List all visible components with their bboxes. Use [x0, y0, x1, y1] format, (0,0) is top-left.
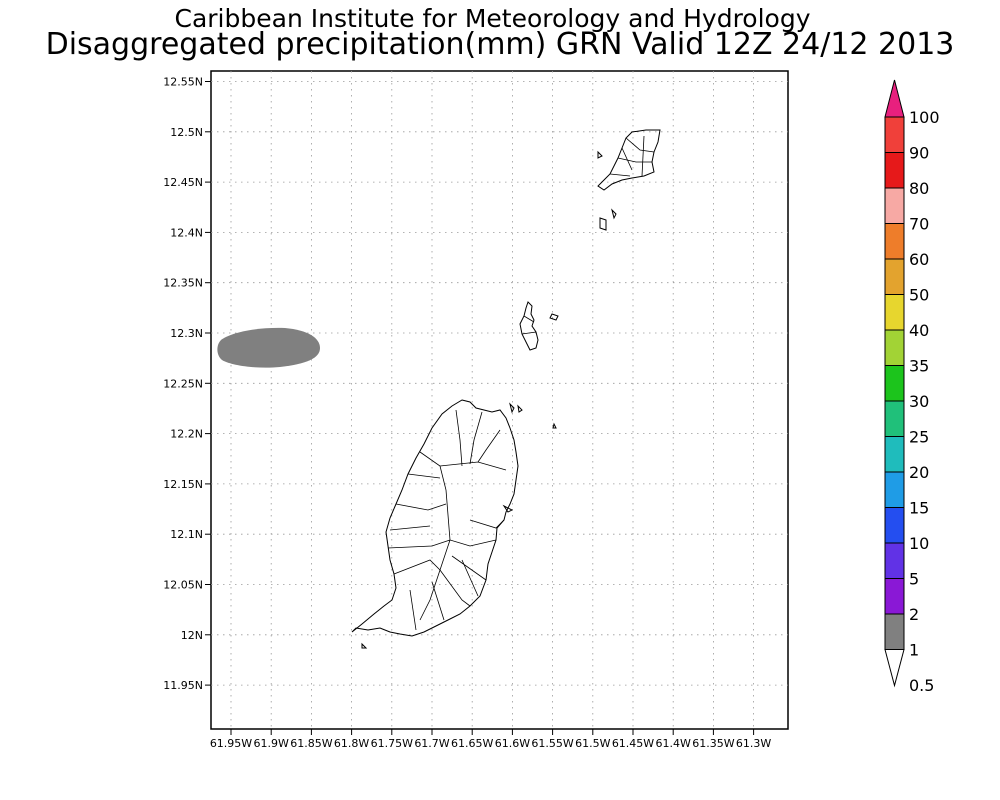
carriacou-island [519, 301, 559, 351]
colorbar-swatch [884, 613, 905, 650]
colorbar-swatch [884, 329, 905, 366]
colorbar-bottom-arrow [884, 649, 905, 688]
lat-tick-label: 12.45N [163, 176, 203, 189]
colorbar-swatch [884, 152, 905, 189]
colorbar-label: 2 [909, 605, 919, 624]
northern-grenadines [597, 129, 661, 231]
lon-tick-label: 61.45W [612, 737, 654, 750]
lat-tick-label: 12.55N [163, 76, 203, 89]
colorbar-swatch [884, 436, 905, 473]
longitude-axis: 61.95W 61.9W 61.85W 61.8W 61.75W 61.7W 61.65W 6… [210, 729, 771, 750]
colorbar-label: 90 [909, 144, 929, 163]
lon-tick-label: 61.3W [736, 737, 771, 750]
colorbar-swatch [884, 294, 905, 331]
grenadines-detail [609, 135, 655, 177]
colorbar-label: 70 [909, 215, 929, 234]
lat-tick-label: 12.2N [170, 428, 203, 441]
lon-tick-label: 61.95W [210, 737, 252, 750]
colorbar-label: 0.5 [909, 676, 934, 695]
colorbar-label: 100 [909, 108, 940, 127]
carriacou-detail [521, 315, 537, 335]
colorbar-label: 1 [909, 641, 919, 660]
map-subtitle: Disaggregated precipitation(mm) GRN Vali… [45, 27, 955, 62]
lat-tick-label: 12.1N [170, 528, 203, 541]
colorbar-swatch [884, 471, 905, 508]
grenada-coastline [351, 399, 519, 637]
colorbar-label: 80 [909, 179, 929, 198]
lon-tick-label: 61.5W [575, 737, 610, 750]
grenada-parish-boundaries [387, 409, 507, 631]
colorbar-top-arrow [884, 79, 905, 118]
map-frame [210, 70, 789, 730]
colorbar-swatch [884, 116, 905, 153]
colorbar-label: 20 [909, 463, 929, 482]
colorbar-swatch [884, 578, 905, 615]
colorbar-swatch [884, 187, 905, 224]
colorbar-label: 50 [909, 286, 929, 305]
latitude-axis: 12.55N 12.5N 12.45N 12.4N 12.35N 12.3N 12.25N 1… [163, 76, 211, 692]
lat-tick-label: 12.25N [163, 377, 203, 390]
lat-tick-label: 12.15N [163, 478, 203, 491]
colorbar-swatch [884, 365, 905, 402]
colorbar-swatch [884, 258, 905, 295]
lon-tick-label: 61.35W [692, 737, 734, 750]
lat-tick-label: 12.3N [170, 327, 203, 340]
colorbar-label: 30 [909, 392, 929, 411]
lon-tick-label: 61.75W [371, 737, 413, 750]
lon-tick-label: 61.85W [290, 737, 332, 750]
colorbar-swatch [884, 223, 905, 260]
precip-area [217, 327, 320, 368]
lat-tick-label: 12.5N [170, 126, 203, 139]
grenada-islets [361, 402, 557, 649]
lat-tick-label: 12N [181, 629, 203, 642]
colorbar-label: 10 [909, 534, 929, 553]
colorbar-swatch [884, 507, 905, 544]
colorbar-swatch [884, 400, 905, 437]
colorbar-label: 35 [909, 357, 929, 376]
colorbar-label: 60 [909, 250, 929, 269]
lat-tick-label: 12.35N [163, 277, 203, 290]
colorbar-label: 25 [909, 428, 929, 447]
precip-colorbar: 100 90 80 70 60 50 40 35 30 25 20 15 10 5 2 1 0.5 [884, 79, 940, 695]
lon-tick-label: 61.4W [656, 737, 691, 750]
colorbar-label: 5 [909, 570, 919, 589]
lon-tick-label: 61.65W [451, 737, 493, 750]
lon-tick-label: 61.8W [334, 737, 369, 750]
lat-tick-label: 12.05N [163, 579, 203, 592]
colorbar-swatch [884, 542, 905, 579]
map-title: Caribbean Institute for Meteorology and … [174, 4, 811, 33]
lon-tick-label: 61.6W [495, 737, 530, 750]
lat-tick-label: 11.95N [163, 679, 203, 692]
lon-tick-label: 61.7W [414, 737, 449, 750]
colorbar-label: 40 [909, 321, 929, 340]
lon-tick-label: 61.55W [531, 737, 573, 750]
carriacou-coastline [519, 301, 559, 351]
grenadines-coastline [597, 129, 661, 231]
colorbar-label: 15 [909, 499, 929, 518]
lat-tick-label: 12.4N [170, 226, 203, 239]
grenada-island [351, 399, 557, 649]
lon-tick-label: 61.9W [254, 737, 289, 750]
